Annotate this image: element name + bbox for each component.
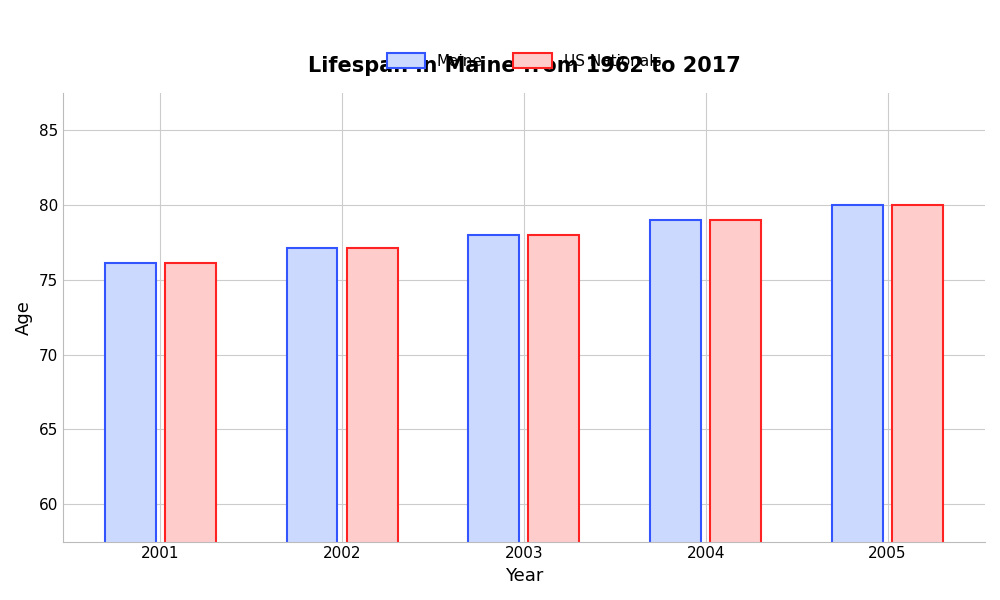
- X-axis label: Year: Year: [505, 567, 543, 585]
- Y-axis label: Age: Age: [15, 300, 33, 335]
- Bar: [832, 205, 883, 600]
- Bar: [287, 248, 337, 600]
- Bar: [105, 263, 156, 600]
- Bar: [468, 235, 519, 600]
- Bar: [165, 263, 216, 600]
- Bar: [650, 220, 701, 600]
- Bar: [347, 248, 398, 600]
- Bar: [528, 235, 579, 600]
- Bar: [710, 220, 761, 600]
- Legend: Maine, US Nationals: Maine, US Nationals: [380, 47, 667, 75]
- Title: Lifespan in Maine from 1962 to 2017: Lifespan in Maine from 1962 to 2017: [308, 56, 740, 76]
- Bar: [892, 205, 943, 600]
